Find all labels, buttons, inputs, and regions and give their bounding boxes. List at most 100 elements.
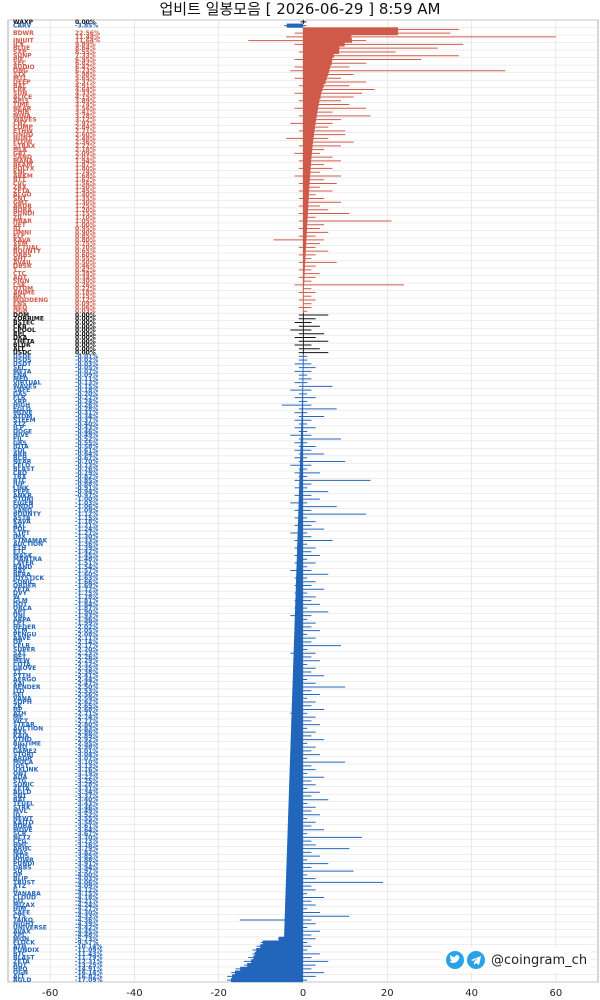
row-name-label: KAIA (13, 733, 30, 740)
row-pct-label: -11.09% (75, 947, 102, 954)
row-pct-label: -1.81% (75, 598, 98, 605)
change-bar (303, 275, 305, 280)
change-bar (291, 715, 303, 720)
row-pct-label: 2.48% (75, 135, 96, 142)
row-name-label: SONIC (13, 782, 35, 789)
row-name-label: ALT (13, 973, 25, 980)
row-name-label: BLAST (13, 955, 35, 962)
row-name-label: USDT (13, 361, 32, 368)
change-bar (303, 34, 352, 39)
change-bar (303, 218, 308, 224)
row-name-label: SCR (13, 831, 27, 838)
row-name-label: ATH (13, 710, 26, 717)
change-bar (287, 846, 303, 851)
change-bar (303, 83, 324, 88)
row-name-label: POWR (13, 857, 34, 864)
change-bar (303, 222, 308, 227)
row-pct-label: -3.01% (75, 748, 98, 755)
row-pct-label: 0.80% (75, 237, 96, 244)
change-bar (303, 147, 313, 152)
row-name-label: HMC (13, 842, 29, 849)
row-pct-label: -1.21% (75, 522, 98, 529)
change-bar (303, 27, 399, 32)
change-bar (297, 530, 303, 536)
change-bar (303, 211, 308, 216)
row-name-label: STORJ (13, 752, 33, 759)
row-name-label: COTA (13, 661, 31, 668)
row-name-label: SNT (13, 793, 27, 800)
change-bar (293, 647, 303, 652)
row-name-label: HIM (13, 906, 26, 913)
row-name-label: UNIVERSE (13, 925, 47, 932)
row-name-label: BDWR (13, 30, 34, 37)
change-bar (303, 162, 311, 167)
row-name-label: EIGEN (13, 500, 33, 507)
row-name-label: ENS (13, 301, 26, 308)
row-pct-label: -4.00% (75, 872, 98, 879)
change-bar (303, 260, 306, 265)
row-pct-label: 1.62% (75, 177, 96, 184)
row-name-label: INJUIT (13, 38, 35, 45)
row-name-label: BTC (13, 951, 27, 958)
row-name-label: PYTH (13, 673, 31, 680)
row-name-label: HPO (13, 966, 28, 973)
row-name-label: HP (13, 707, 23, 714)
row-name-label: GRS (13, 440, 27, 447)
change-bar (303, 185, 310, 190)
x-tick-label: -40 (126, 988, 142, 999)
row-name-label: BOBA (13, 823, 32, 830)
row-pct-label: 3.56% (75, 105, 96, 112)
row-name-label: MED (13, 376, 28, 383)
telegram-icon[interactable] (467, 951, 485, 969)
change-bar (295, 587, 303, 592)
row-name-label: CVC (13, 180, 27, 187)
change-bar (299, 485, 303, 490)
change-bar (303, 290, 304, 295)
change-bar (294, 632, 303, 637)
row-name-label: VTHO (13, 737, 32, 744)
row-pct-label: -0.43% (75, 425, 98, 432)
change-bar (303, 113, 317, 118)
change-bar (294, 628, 303, 633)
row-pct-label: -14.91% (75, 966, 102, 973)
row-pct-label: -3.40% (75, 797, 98, 804)
row-pct-label: -3.25% (75, 778, 98, 785)
change-bar (293, 658, 303, 663)
row-name-label: MVL (13, 808, 28, 815)
row-pct-label: 6.95% (75, 56, 96, 63)
row-pct-label: 4.64% (75, 87, 96, 94)
row-pct-label: -2.23% (75, 650, 98, 657)
change-bar (302, 384, 304, 389)
change-bar (302, 369, 304, 374)
change-bar (303, 91, 322, 96)
change-bar (287, 823, 303, 829)
row-pct-label: -1.00% (75, 496, 98, 503)
change-bar (301, 429, 303, 434)
row-name-label: BLAST (13, 466, 35, 473)
row-pct-label: -2.38% (75, 669, 98, 676)
row-name-label: G (13, 887, 18, 894)
row-name-label: ICX (13, 41, 25, 48)
row-pct-label: -1.24% (75, 526, 98, 533)
row-pct-label: -2.17% (75, 643, 98, 650)
twitter-icon[interactable] (446, 951, 464, 969)
row-pct-label: -0.05% (75, 365, 98, 372)
row-pct-label: -0.24% (75, 398, 98, 405)
change-bar (286, 861, 303, 866)
row-pct-label: -0.64% (75, 451, 98, 458)
row-name-label: UXLINK (13, 767, 39, 774)
row-name-label: PIE (13, 56, 24, 63)
row-pct-label: -2.29% (75, 658, 98, 665)
row-name-label: STX (13, 71, 26, 78)
change-bar (300, 448, 303, 453)
row-pct-label: -2.44% (75, 676, 98, 683)
row-pct-label: 0.75% (75, 241, 96, 248)
row-name-label: KAVA (13, 519, 31, 526)
row-name-label: ORCA (13, 605, 32, 612)
row-name-label: DKA (13, 335, 28, 342)
change-bar (292, 681, 303, 686)
row-name-label: NEWT (13, 816, 34, 823)
row-name-label: WAVES (13, 117, 37, 124)
row-pct-label: -3.88% (75, 857, 98, 864)
row-name-label: DEEP (13, 79, 31, 86)
